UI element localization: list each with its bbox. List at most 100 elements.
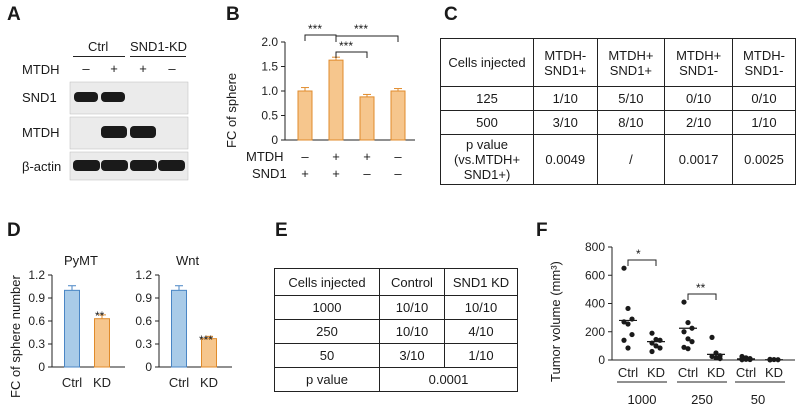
- pv-line: SND1+): [463, 167, 511, 182]
- data-point: [629, 331, 635, 338]
- header-cells: Cells injected: [448, 55, 526, 70]
- table-cell: 1000: [274, 295, 380, 320]
- y-tick-label: 800: [585, 240, 605, 254]
- table-cell: 10/10: [444, 295, 518, 320]
- x-tick-label: Ctrl: [62, 375, 82, 390]
- f-group-label: 250: [691, 392, 713, 407]
- kd-underline: [130, 56, 186, 57]
- blot-label-mtdh: MTDH: [22, 125, 60, 140]
- data-point: [681, 344, 687, 350]
- y-tick-label: 400: [585, 297, 605, 311]
- data-point: [717, 355, 723, 362]
- table-cell: p value: [274, 367, 380, 392]
- x-tick-label: KD: [765, 365, 783, 380]
- table-cell: 0.0025: [732, 134, 796, 185]
- data-point: [625, 321, 631, 327]
- y-tick-label: 1.2: [135, 268, 152, 282]
- table-cell: 0.0017: [664, 134, 733, 185]
- data-point: [653, 336, 659, 343]
- h-mtdh: MTDH+: [676, 47, 722, 63]
- mtdh-sign: –: [168, 61, 176, 76]
- header-cell: MTDH- SND1+: [533, 38, 598, 87]
- x-tick-label: Ctrl: [736, 365, 756, 380]
- ctrl-underline: [73, 56, 125, 57]
- d-subtitle-wnt: Wnt: [176, 253, 200, 268]
- data-point: [621, 265, 627, 271]
- f-sig-1: *: [636, 247, 641, 261]
- x-tick-label: Ctrl: [169, 375, 189, 390]
- b-sign: –: [394, 149, 402, 164]
- header-cell: MTDH+ SND1+: [596, 38, 666, 87]
- table-cell: 2/10: [664, 110, 733, 135]
- panel-e-table: Cells injected Control SND1 KD 1000 10/1…: [274, 268, 518, 392]
- mtdh-sign: –: [82, 61, 90, 76]
- b-sign: –: [394, 166, 402, 181]
- f-group-label: 50: [750, 392, 766, 407]
- data-point: [689, 339, 695, 345]
- table-cell: /: [596, 134, 666, 185]
- h-snd1: SND1+: [609, 62, 653, 78]
- y-tick-label: 600: [585, 268, 605, 282]
- b-sign: +: [332, 166, 340, 181]
- group-ctrl-label: Ctrl: [88, 39, 109, 54]
- b-sig-1: ***: [308, 22, 323, 36]
- header-cell: MTDH- SND1-: [732, 38, 796, 87]
- b-sign: –: [363, 166, 371, 181]
- panel-d-label: D: [7, 220, 21, 241]
- table-cell: 0.0001: [379, 367, 518, 392]
- data-point: [685, 336, 691, 342]
- h-snd1: SND1+: [544, 62, 587, 78]
- x-tick-label: Ctrl: [618, 365, 638, 380]
- pv-line: p value: [466, 137, 508, 152]
- group-kd-label: SND1-KD: [130, 39, 188, 54]
- y-tick-label: 0: [271, 133, 278, 147]
- d-subtitle-pymt: PyMT: [64, 253, 98, 268]
- b-sign: +: [363, 149, 371, 164]
- data-point: [685, 319, 691, 326]
- panel-c-table: Cells injected MTDH- SND1+ MTDH+ SND1+ MTD…: [440, 38, 796, 185]
- sig-bracket: [335, 51, 368, 58]
- y-tick-label: 200: [585, 325, 605, 339]
- x-tick-label: KD: [647, 365, 665, 380]
- x-tick-label: KD: [707, 365, 725, 380]
- table-row: 50 3/10 1/10: [274, 343, 518, 368]
- table-cell: 3/10: [379, 343, 445, 368]
- table-cell: 0/10: [664, 86, 733, 111]
- b-row-snd1: SND1: [252, 166, 287, 181]
- x-tick-label: KD: [200, 375, 218, 390]
- y-tick-label: 0.9: [135, 291, 152, 305]
- data-point: [739, 357, 745, 363]
- x-tick-label: KD: [93, 375, 111, 390]
- b-sign: –: [301, 149, 309, 164]
- y-tick-label: 0: [38, 360, 45, 374]
- h-mtdh: MTDH-: [544, 47, 587, 63]
- d-sig-2: ***: [199, 333, 214, 347]
- sig-bracket: [687, 293, 717, 300]
- pvalue-label-cell: p value (vs.MTDH+ SND1+): [440, 134, 534, 185]
- data-point: [709, 334, 715, 340]
- y-tick-label: 2.0: [261, 35, 278, 49]
- y-tick-label: 0.3: [135, 337, 152, 351]
- mtdh-row-label: MTDH: [22, 62, 60, 77]
- data-point: [709, 353, 715, 360]
- b-sign: +: [332, 149, 340, 164]
- y-tick-label: 1.2: [28, 268, 45, 282]
- h-snd1: SND1-: [744, 62, 784, 78]
- table-row: 1000 10/10 10/10: [274, 295, 518, 320]
- y-tick-label: 0.3: [28, 337, 45, 351]
- data-point: [621, 337, 627, 343]
- table-header-row: Cells injected MTDH- SND1+ MTDH+ SND1+ MTD…: [440, 38, 796, 87]
- blot-label-actin: β-actin: [22, 159, 62, 174]
- table-row: 250 10/10 4/10: [274, 319, 518, 344]
- header-cell: Cells injected: [440, 38, 534, 87]
- data-point: [657, 345, 663, 351]
- sig-bracket: [627, 259, 657, 266]
- h-mtdh: MTDH+: [608, 47, 654, 63]
- table-cell: 125: [440, 86, 534, 111]
- mtdh-sign: +: [139, 61, 147, 76]
- data-point: [625, 305, 631, 312]
- blot-label-snd1: SND1: [22, 90, 57, 105]
